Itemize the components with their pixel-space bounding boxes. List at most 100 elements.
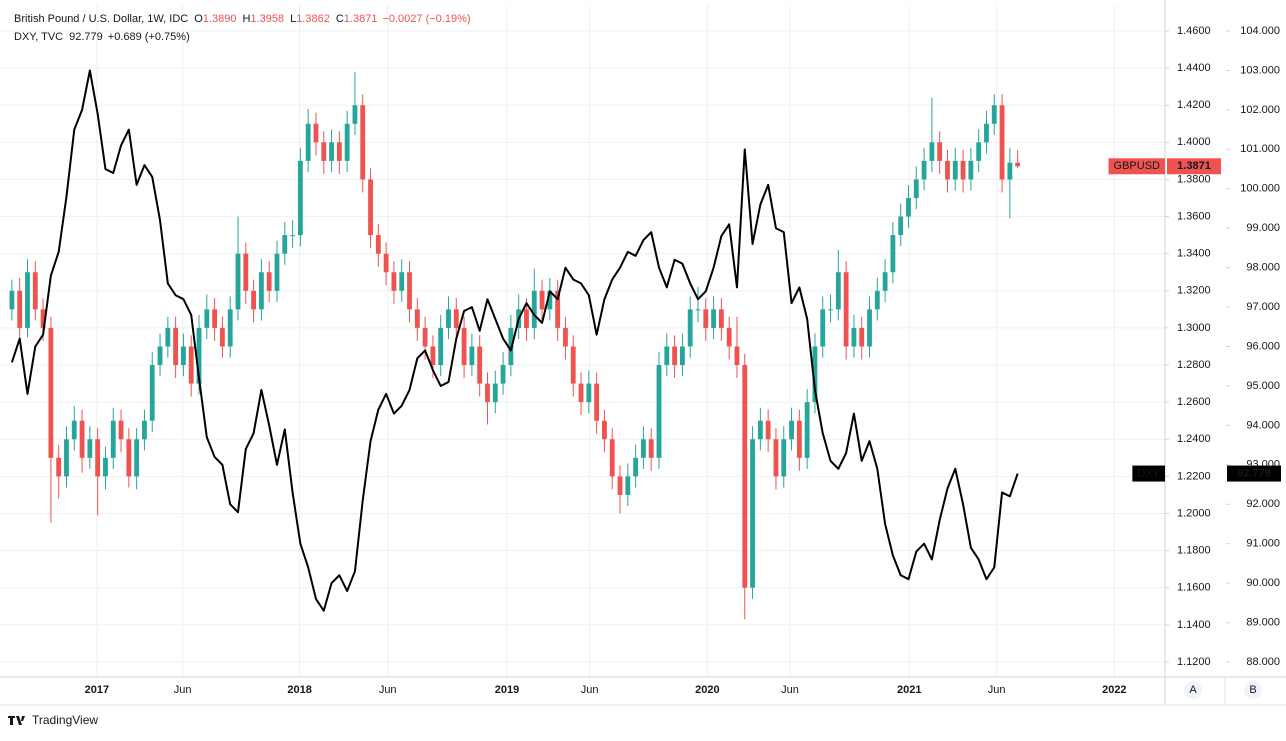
candle-body <box>703 309 709 328</box>
candle-body <box>968 160 974 180</box>
y2-tick-label: 88.000 <box>1246 656 1280 668</box>
y2-tick-label: 91.000 <box>1246 538 1280 550</box>
candle-body <box>1007 162 1013 180</box>
y2-tick-label: 103.000 <box>1240 64 1280 76</box>
y2-tick-label: 97.000 <box>1246 301 1280 313</box>
scale-button[interactable] <box>1184 681 1202 699</box>
candle-body <box>913 179 919 199</box>
y-tick-label: 1.1200 <box>1177 656 1211 668</box>
candle-body <box>344 123 350 161</box>
candle-body <box>570 346 576 384</box>
candle-body <box>742 365 748 588</box>
series-name-tag: GBPUSD <box>1114 160 1161 172</box>
candle-body <box>952 160 958 180</box>
y2-tick-label: 101.000 <box>1240 143 1280 155</box>
candle-body <box>820 309 826 347</box>
candle-body <box>625 476 631 495</box>
candle-body <box>586 383 592 403</box>
candle-body <box>937 142 943 161</box>
candle-body <box>578 383 584 403</box>
candle-body <box>352 105 358 124</box>
candle-body <box>648 439 654 458</box>
candle-body <box>391 272 397 291</box>
x-tick-label: 2021 <box>897 684 921 696</box>
candle-body <box>305 123 311 161</box>
candle-body <box>430 346 436 366</box>
candle-body <box>274 253 280 291</box>
candle-body <box>789 420 794 440</box>
y-tick-label: 1.2600 <box>1177 396 1211 408</box>
candle-body <box>204 309 210 328</box>
y-tick-label: 1.2800 <box>1177 359 1211 371</box>
candle-body <box>695 309 701 311</box>
candle-body <box>321 142 327 161</box>
logo <box>8 716 25 725</box>
candle-body <box>453 309 459 328</box>
candle-body <box>157 346 163 366</box>
x-tick-label: 2019 <box>495 684 519 696</box>
candle-body <box>32 272 38 310</box>
candle-body <box>555 290 561 328</box>
candle-body <box>212 309 218 328</box>
y2-tick-label: 92.000 <box>1246 498 1280 510</box>
candle-body <box>414 309 420 328</box>
legend-row: British Pound / U.S. Dollar, 1W, IDC O1.3… <box>14 13 471 25</box>
candle-body <box>251 290 257 310</box>
candle-body <box>796 420 802 458</box>
candle-body <box>79 420 85 458</box>
field-label: H <box>242 13 250 25</box>
candle-body <box>227 309 233 347</box>
candle-body <box>9 290 15 310</box>
y-tick-label: 1.3200 <box>1177 285 1211 297</box>
scale-button-label[interactable]: B <box>1249 684 1256 696</box>
plot <box>9 69 1021 620</box>
y2-tick-label: 96.000 <box>1246 340 1280 352</box>
candle-body <box>173 327 179 366</box>
candle-body <box>282 235 288 254</box>
series-name-bg <box>1132 465 1165 482</box>
candle-body <box>103 457 108 477</box>
candle-body <box>539 290 545 310</box>
y-tick-label: 1.1800 <box>1177 545 1211 557</box>
candle-body <box>664 346 670 366</box>
candle-body <box>812 346 818 403</box>
series-name-tag: DXY <box>1137 467 1160 479</box>
candle-body <box>336 142 342 161</box>
candle-body <box>851 327 857 347</box>
x-tick-label: 2017 <box>85 684 109 696</box>
x-tick-label: 2018 <box>287 684 311 696</box>
candle-body <box>165 327 171 347</box>
candle-body <box>48 327 54 458</box>
field-value: 1.3871 <box>344 13 378 25</box>
scale-button-label[interactable]: A <box>1189 684 1197 696</box>
line-series <box>10 69 1019 612</box>
y-tick-label: 1.2200 <box>1177 470 1211 482</box>
brand-name: TradingView <box>32 713 98 727</box>
candle-body <box>531 290 537 328</box>
candle-body <box>859 327 865 347</box>
symbol: DXY, TVC <box>14 31 63 43</box>
y2-tick-label: 99.000 <box>1246 222 1280 234</box>
candle-body <box>126 439 132 477</box>
y2-tick-label: 100.000 <box>1240 183 1280 195</box>
candle-body <box>991 105 997 124</box>
candle-body <box>804 402 810 458</box>
candle-body <box>360 105 366 180</box>
scale-button[interactable] <box>1244 681 1262 699</box>
candle-body <box>906 198 911 217</box>
y2-tick-label: 90.000 <box>1246 577 1280 589</box>
y-tick-label: 1.1400 <box>1177 619 1211 631</box>
field-value: 1.3890 <box>203 13 237 25</box>
candle-body <box>773 439 779 477</box>
grid <box>0 5 1165 677</box>
candle-body <box>25 272 30 328</box>
candle-body <box>149 365 155 421</box>
y-tick-label: 1.3400 <box>1177 248 1211 260</box>
candle-body <box>711 309 716 328</box>
x-tick-label: 2022 <box>1102 684 1126 696</box>
field-label: L <box>290 13 296 25</box>
candle-body <box>547 290 553 310</box>
candle-body <box>446 309 451 328</box>
candle-body <box>477 346 483 384</box>
